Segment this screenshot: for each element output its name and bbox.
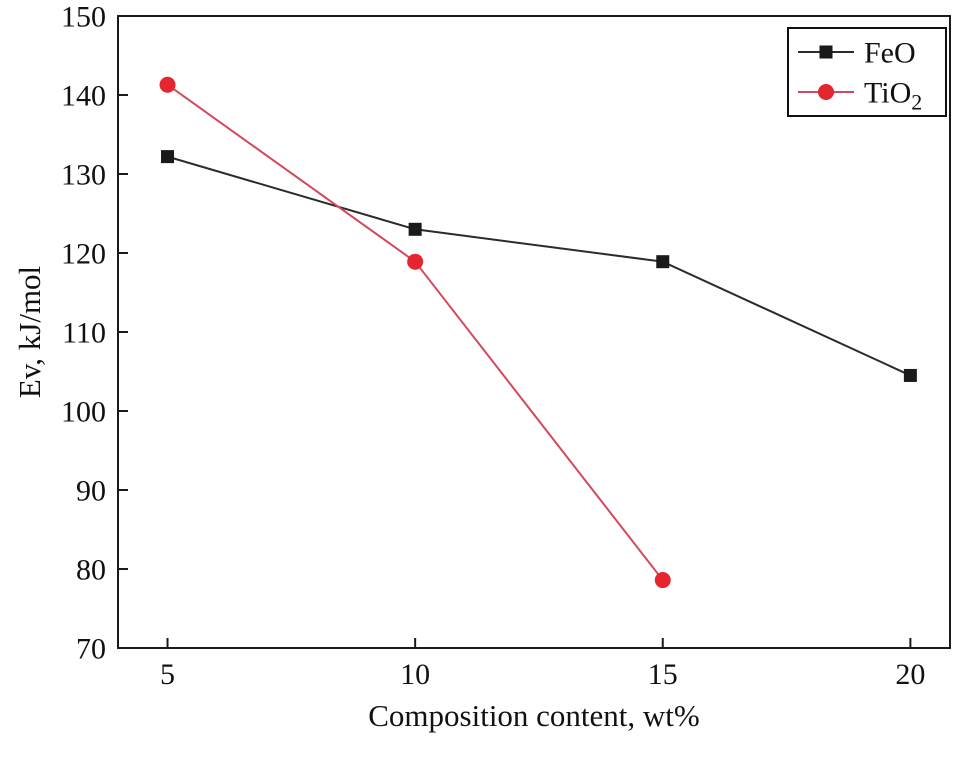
y-tick-label: 150 xyxy=(61,1,106,34)
series-FeO-marker xyxy=(903,368,917,382)
x-tick-label: 5 xyxy=(160,658,175,691)
y-tick-label: 100 xyxy=(61,396,106,429)
series-FeO-line xyxy=(167,155,911,377)
legend-box xyxy=(787,27,947,117)
y-tick-label: 70 xyxy=(76,633,106,666)
legend-label: TiO2 xyxy=(864,77,922,115)
legend-marker xyxy=(819,45,833,59)
series-FeO-marker xyxy=(408,222,422,236)
y-tick-label: 130 xyxy=(61,159,106,192)
x-axis-label: Composition content, wt% xyxy=(368,698,700,733)
series-TiO2-line xyxy=(166,83,664,581)
series-TiO2-marker xyxy=(654,572,671,589)
x-tick-label: 15 xyxy=(648,658,678,691)
legend-marker xyxy=(818,84,834,100)
series-FeO-marker xyxy=(656,255,670,269)
series-TiO2-marker xyxy=(407,253,424,270)
x-tick-label: 10 xyxy=(400,658,430,691)
series-FeO-marker xyxy=(161,150,175,164)
y-tick-label: 110 xyxy=(62,317,106,350)
y-tick-label: 140 xyxy=(61,80,106,113)
y-tick-label: 90 xyxy=(76,475,106,508)
x-tick-label: 20 xyxy=(895,658,925,691)
series-TiO2-marker xyxy=(159,76,176,93)
legend-label: FeO xyxy=(864,37,916,70)
y-tick-label: 120 xyxy=(61,238,106,271)
y-axis-label: Ev, kJ/mol xyxy=(12,266,47,398)
y-tick-label: 80 xyxy=(76,554,106,587)
